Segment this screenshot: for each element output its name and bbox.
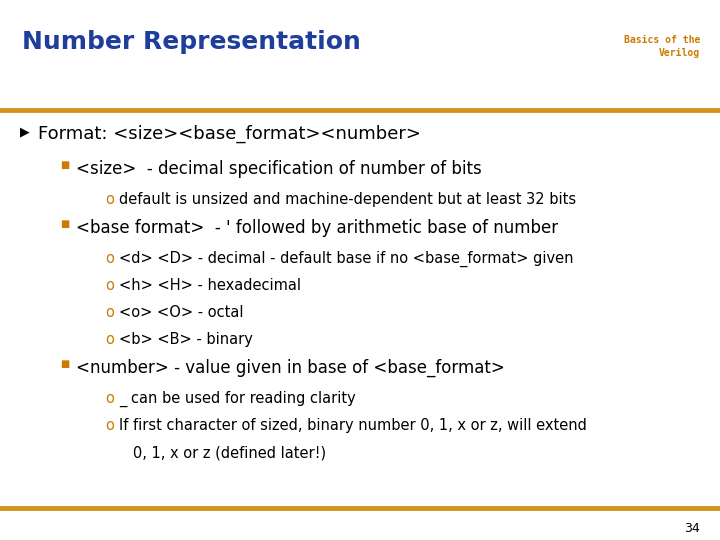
- Text: <o> <O> - octal: <o> <O> - octal: [119, 305, 243, 320]
- Text: <b> <B> - binary: <b> <B> - binary: [119, 332, 253, 347]
- Text: ■: ■: [60, 219, 69, 229]
- Text: default is unsized and machine-dependent but at least 32 bits: default is unsized and machine-dependent…: [119, 192, 576, 207]
- Text: <d> <D> - decimal - default base if no <base_format> given: <d> <D> - decimal - default base if no <…: [119, 251, 574, 267]
- Text: o: o: [105, 418, 114, 433]
- Text: o: o: [105, 251, 114, 266]
- Text: Format: <size><base_format><number>: Format: <size><base_format><number>: [38, 125, 421, 143]
- Text: o: o: [105, 278, 114, 293]
- Text: _ can be used for reading clarity: _ can be used for reading clarity: [119, 391, 356, 407]
- Text: ■: ■: [60, 359, 69, 369]
- Text: 0, 1, x or z (defined later!): 0, 1, x or z (defined later!): [119, 445, 326, 460]
- Text: <size>  - decimal specification of number of bits: <size> - decimal specification of number…: [76, 160, 482, 178]
- Text: Verilog: Verilog: [659, 48, 700, 58]
- Text: o: o: [105, 192, 114, 207]
- Text: o: o: [105, 332, 114, 347]
- Text: Basics of the: Basics of the: [624, 35, 700, 45]
- Text: o: o: [105, 391, 114, 406]
- Text: 34: 34: [684, 522, 700, 535]
- Text: <base format>  - ' followed by arithmetic base of number: <base format> - ' followed by arithmetic…: [76, 219, 558, 237]
- Text: <number> - value given in base of <base_format>: <number> - value given in base of <base_…: [76, 359, 505, 377]
- Text: o: o: [105, 305, 114, 320]
- Text: If first character of sized, binary number 0, 1, x or z, will extend: If first character of sized, binary numb…: [119, 418, 587, 433]
- Text: <h> <H> - hexadecimal: <h> <H> - hexadecimal: [119, 278, 301, 293]
- Text: ■: ■: [60, 160, 69, 170]
- Text: Number Representation: Number Representation: [22, 30, 361, 54]
- Text: ▶: ▶: [20, 125, 30, 138]
